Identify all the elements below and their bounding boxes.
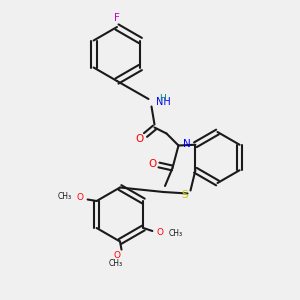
Text: H: H <box>160 94 166 103</box>
Text: O: O <box>135 134 144 144</box>
Text: O: O <box>156 228 164 237</box>
Text: CH₃: CH₃ <box>58 192 72 201</box>
Text: NH: NH <box>156 97 171 107</box>
Text: O: O <box>148 159 156 170</box>
Text: CH₃: CH₃ <box>108 259 123 268</box>
Text: O: O <box>76 194 84 202</box>
Text: N: N <box>183 139 191 149</box>
Text: CH₃: CH₃ <box>168 230 182 238</box>
Text: S: S <box>182 190 188 200</box>
Text: O: O <box>113 250 121 260</box>
Text: F: F <box>114 13 120 23</box>
